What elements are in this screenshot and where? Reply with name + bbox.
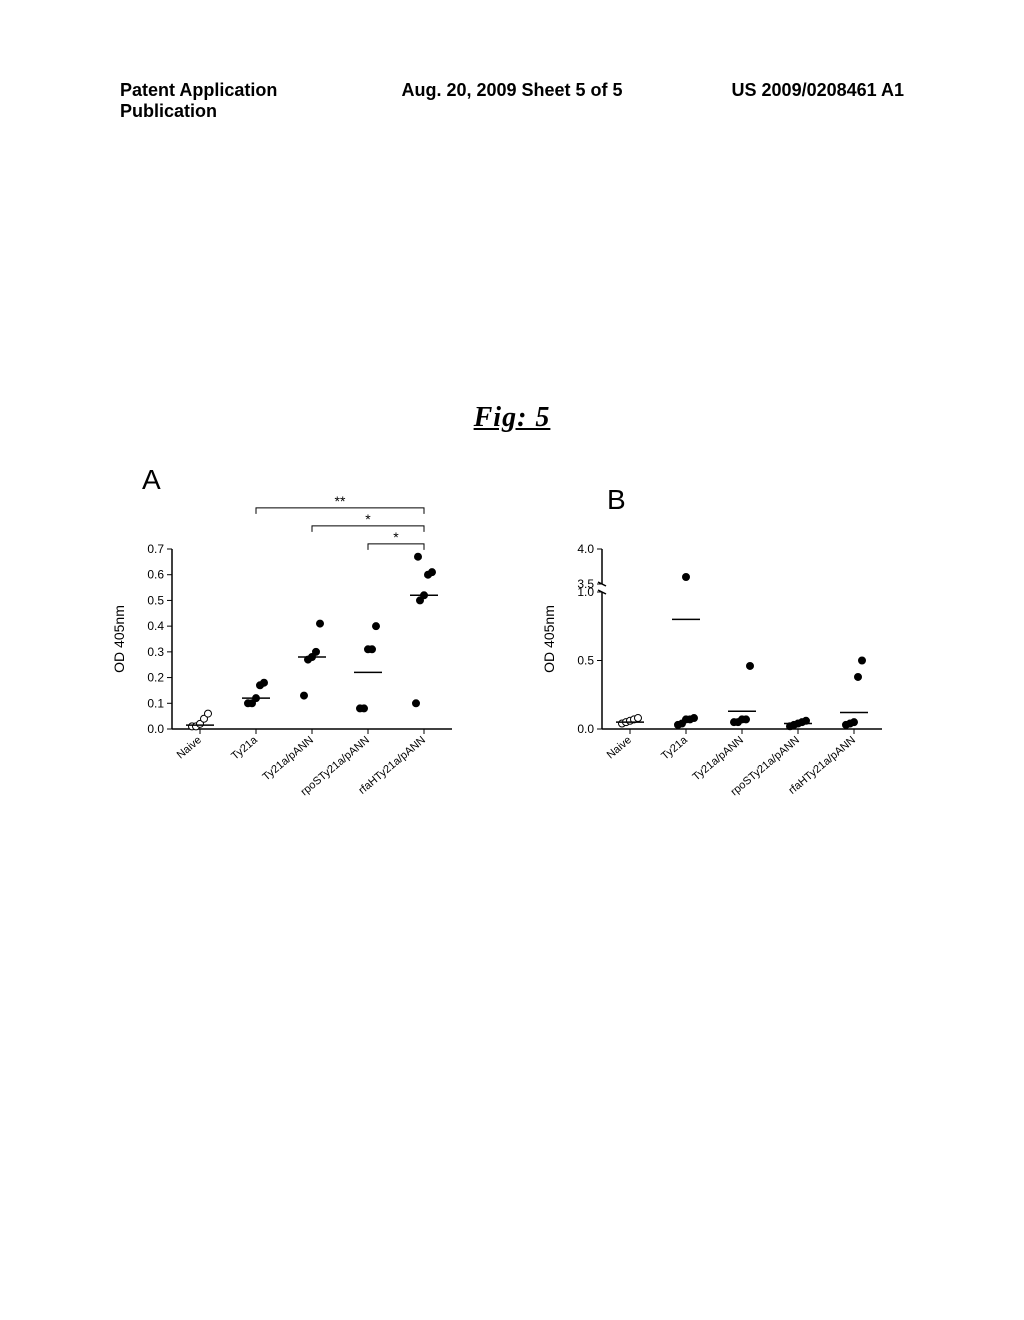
- svg-text:Naive: Naive: [605, 734, 634, 761]
- chart-b: B4.03.51.00.00.5OD 405nmNaiveTy21aTy21a/…: [527, 454, 927, 834]
- svg-text:*: *: [365, 511, 371, 527]
- svg-text:0.6: 0.6: [147, 568, 164, 582]
- chart-a: A 0.0 0.1 0.2 0.3 0.4 0.5 0.6 0.7 OD 405nm Naive Ty…: [97, 454, 497, 834]
- panel-a-label: A: [142, 464, 161, 495]
- figure-label: Fig: 5: [0, 402, 1024, 434]
- header-center: Aug. 20, 2009 Sheet 5 of 5: [365, 80, 659, 122]
- svg-text:0.3: 0.3: [147, 645, 164, 659]
- svg-text:0.4: 0.4: [147, 619, 164, 633]
- svg-text:Ty21a: Ty21a: [659, 734, 690, 763]
- svg-text:0.0: 0.0: [577, 722, 594, 736]
- header-left: Patent Application Publication: [120, 80, 365, 122]
- svg-text:4.0: 4.0: [577, 542, 594, 556]
- panel-b-label: B: [607, 484, 626, 515]
- chart-a-svg: A 0.0 0.1 0.2 0.3 0.4 0.5 0.6 0.7 OD 405nm Naive Ty…: [97, 454, 497, 834]
- svg-text:0.5: 0.5: [147, 593, 164, 607]
- svg-text:Ty21a/pANN: Ty21a/pANN: [690, 734, 746, 783]
- page-header: Patent Application Publication Aug. 20, …: [0, 0, 1024, 122]
- svg-text:0.5: 0.5: [577, 654, 594, 668]
- svg-text:0.7: 0.7: [147, 542, 164, 556]
- svg-text:Naive: Naive: [175, 734, 204, 761]
- svg-text:**: **: [335, 493, 346, 509]
- svg-text:OD 405nm: OD 405nm: [541, 605, 557, 673]
- svg-text:0.0: 0.0: [147, 722, 164, 736]
- svg-text:Ty21a/pANN: Ty21a/pANN: [260, 734, 316, 783]
- charts-container: A 0.0 0.1 0.2 0.3 0.4 0.5 0.6 0.7 OD 405nm Naive Ty…: [0, 454, 1024, 834]
- svg-text:Ty21a: Ty21a: [229, 734, 260, 763]
- svg-text:OD 405nm: OD 405nm: [111, 605, 127, 673]
- svg-text:0.2: 0.2: [147, 671, 164, 685]
- svg-text:0.1: 0.1: [147, 696, 164, 710]
- header-right: US 2009/0208461 A1: [659, 80, 904, 122]
- chart-b-svg: B4.03.51.00.00.5OD 405nmNaiveTy21aTy21a/…: [527, 454, 927, 834]
- svg-text:*: *: [393, 529, 399, 545]
- svg-text:1.0: 1.0: [577, 585, 594, 599]
